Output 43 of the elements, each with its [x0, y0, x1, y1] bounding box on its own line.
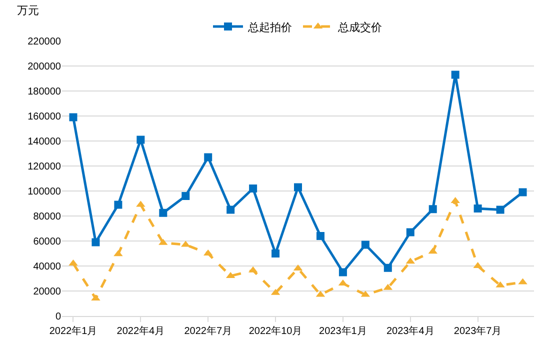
point [249, 184, 258, 192]
point [384, 264, 392, 272]
legend-label: 总起拍价 [247, 20, 292, 34]
y-tick-label: 200000 [28, 62, 62, 72]
x-tick-label: 2023年7月 [454, 325, 502, 337]
x-tick-label: 2022年7月 [184, 325, 232, 337]
y-axis-title: 万元 [17, 5, 39, 17]
x-tick-label: 2023年1月 [319, 325, 367, 337]
x-tick-label: 2023年4月 [386, 325, 434, 337]
y-tick-label: 180000 [28, 86, 62, 98]
y-tick-label: 120000 [28, 162, 62, 172]
point [451, 70, 460, 79]
y-tick-label: 160000 [28, 112, 62, 122]
point [474, 204, 482, 212]
point [294, 183, 302, 192]
point [69, 113, 78, 122]
y-tick-label: 20000 [33, 286, 62, 298]
point [182, 192, 190, 200]
point [361, 240, 370, 249]
y-tick-label: 60000 [33, 236, 62, 248]
y-tick-label: 80000 [33, 212, 62, 222]
point [428, 205, 437, 214]
point [338, 268, 347, 276]
y-tick-label: 100000 [28, 186, 62, 198]
y-tick-label: 140000 [28, 136, 62, 148]
point [316, 232, 324, 240]
y-tick-label: 220000 [28, 36, 62, 48]
point [92, 238, 100, 246]
point [136, 136, 145, 144]
point [272, 250, 280, 258]
point [518, 188, 527, 196]
legend-label: 总成交价 [337, 20, 382, 34]
point [406, 228, 414, 236]
point [496, 206, 504, 214]
x-tick-label: 2022年1月 [49, 325, 98, 337]
point [204, 153, 212, 162]
x-tick-label: 2022年4月 [116, 325, 165, 337]
point [159, 208, 168, 217]
point [226, 206, 235, 214]
y-tick-label: 0 [55, 312, 62, 322]
y-tick-label: 40000 [33, 262, 62, 272]
point [114, 200, 122, 209]
x-tick-label: 2022年10月 [248, 325, 302, 337]
